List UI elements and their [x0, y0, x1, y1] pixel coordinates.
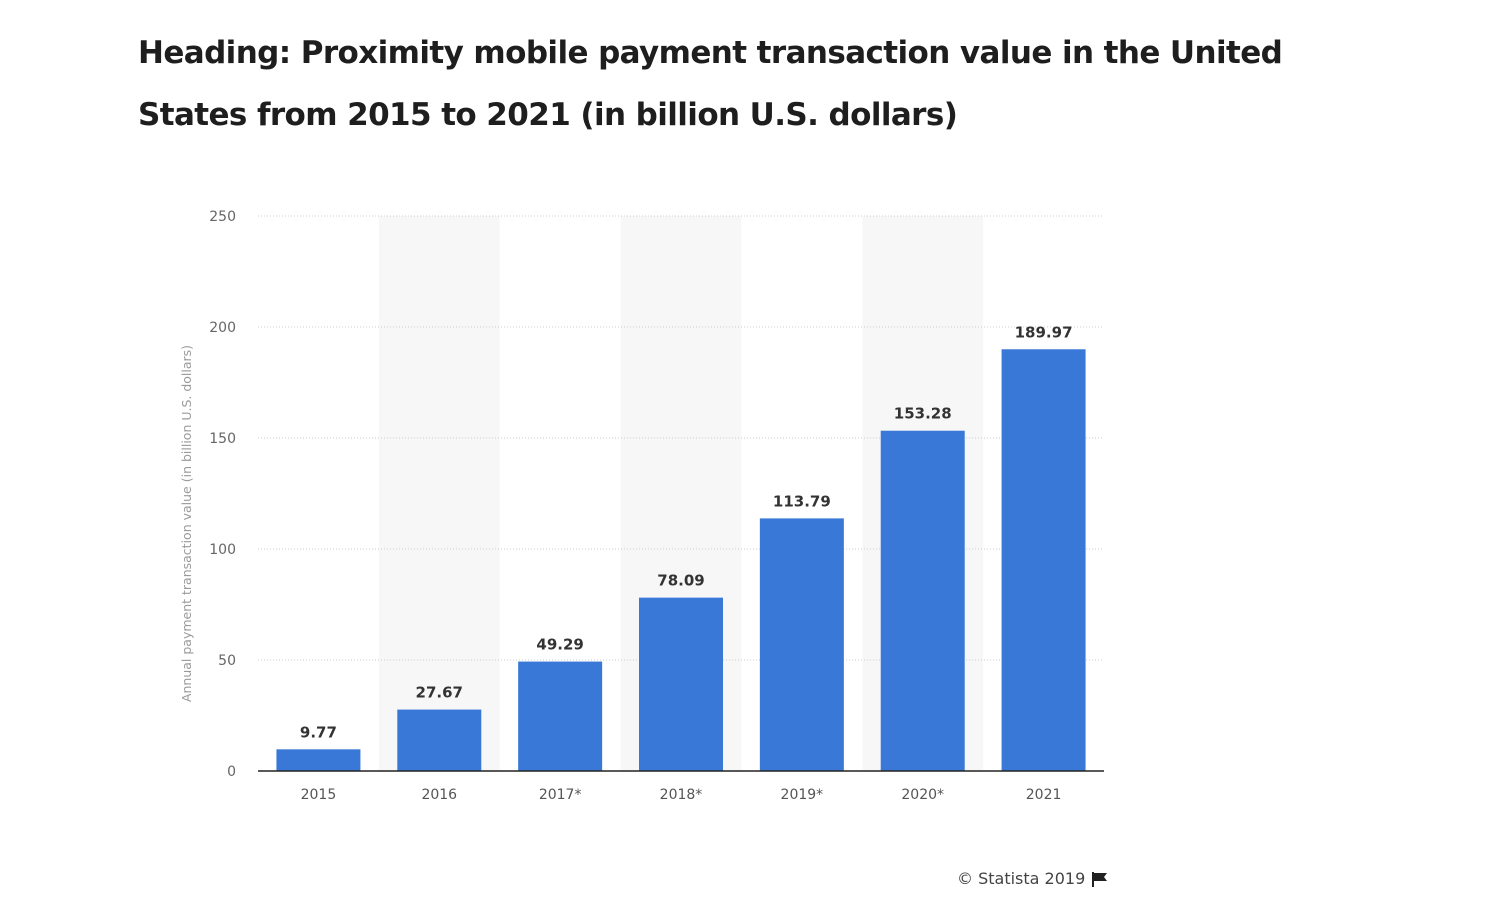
x-tick-label: 2016 [421, 787, 457, 803]
data-label: 189.97 [1015, 323, 1073, 341]
column-band [378, 216, 500, 771]
flag-icon[interactable] [1091, 871, 1109, 887]
bar [639, 597, 723, 771]
y-tick-label: 0 [227, 764, 236, 780]
x-tick-label: 2020* [901, 787, 944, 803]
x-tick-label: 2018* [660, 787, 703, 803]
data-label: 113.79 [773, 492, 831, 510]
x-tick-label: 2015 [301, 787, 337, 803]
bar [880, 430, 965, 771]
page-title: Heading: Proximity mobile payment transa… [138, 35, 1283, 133]
bar [1001, 349, 1086, 771]
x-tick-label: 2021 [1026, 787, 1062, 803]
bar [759, 518, 844, 771]
bar [397, 709, 482, 771]
y-tick-label: 100 [209, 542, 236, 558]
y-axis-label: Annual payment transaction value (in bil… [179, 345, 194, 702]
bar [518, 661, 603, 771]
data-label: 78.09 [657, 572, 704, 590]
x-tick-label: 2019* [781, 787, 824, 803]
data-label: 27.67 [416, 684, 463, 702]
y-tick-label: 50 [218, 653, 236, 669]
data-label: 49.29 [536, 636, 583, 654]
y-tick-label: 150 [209, 431, 236, 447]
data-label: 9.77 [300, 723, 337, 741]
x-tick-label: 2017* [539, 787, 582, 803]
y-tick-label: 250 [209, 209, 236, 225]
data-label: 153.28 [894, 405, 952, 423]
footer: © Statista 2019 [957, 869, 1109, 888]
bar [276, 749, 361, 771]
y-tick-label: 200 [209, 320, 236, 336]
copyright-text: © Statista 2019 [957, 869, 1086, 888]
